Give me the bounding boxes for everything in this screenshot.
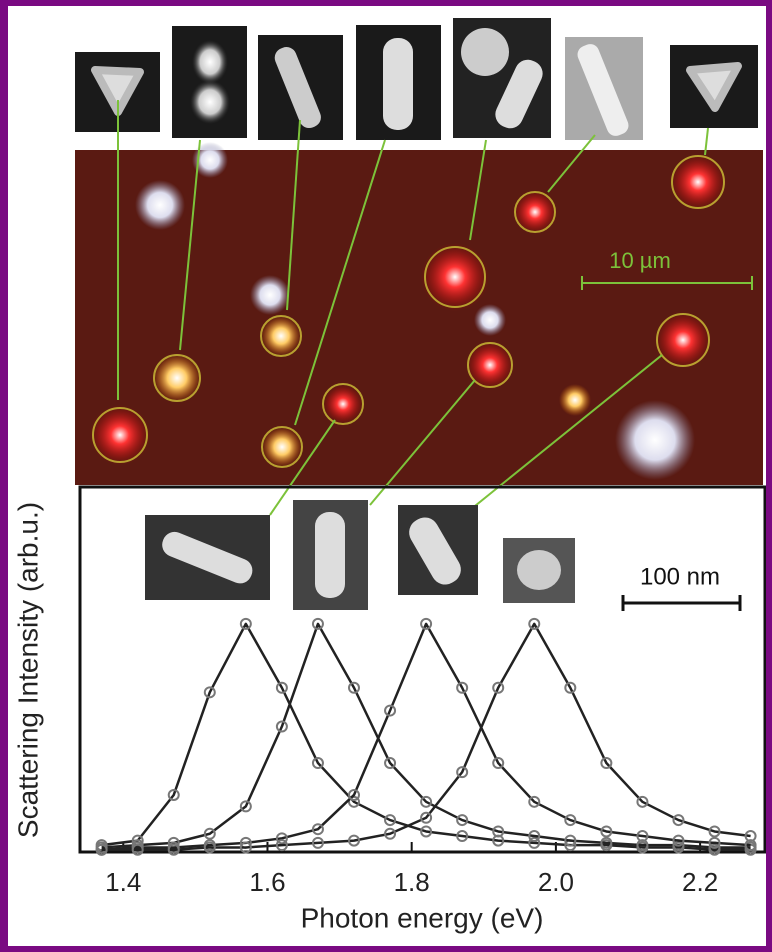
y-axis-label: Scattering Intensity (arb.u.) [12, 502, 43, 838]
micrograph: 10 µm [75, 100, 763, 515]
x-tick-label: 1.4 [105, 867, 141, 897]
x-axis-label: Photon energy (eV) [301, 902, 544, 933]
page: {"chart_data": {"type": "line", "x_label… [0, 0, 772, 952]
inset-scale-label: 100 nm [640, 563, 720, 590]
x-tick-label: 1.8 [394, 867, 430, 897]
x-tick-label: 1.6 [249, 867, 285, 897]
micrograph-scale-label: 10 µm [609, 248, 671, 273]
figure: 10 µm 100 nm Photon energy (eV) Scatteri… [8, 6, 766, 946]
x-tick-label: 2.0 [538, 867, 574, 897]
x-tick-label: 2.2 [682, 867, 718, 897]
